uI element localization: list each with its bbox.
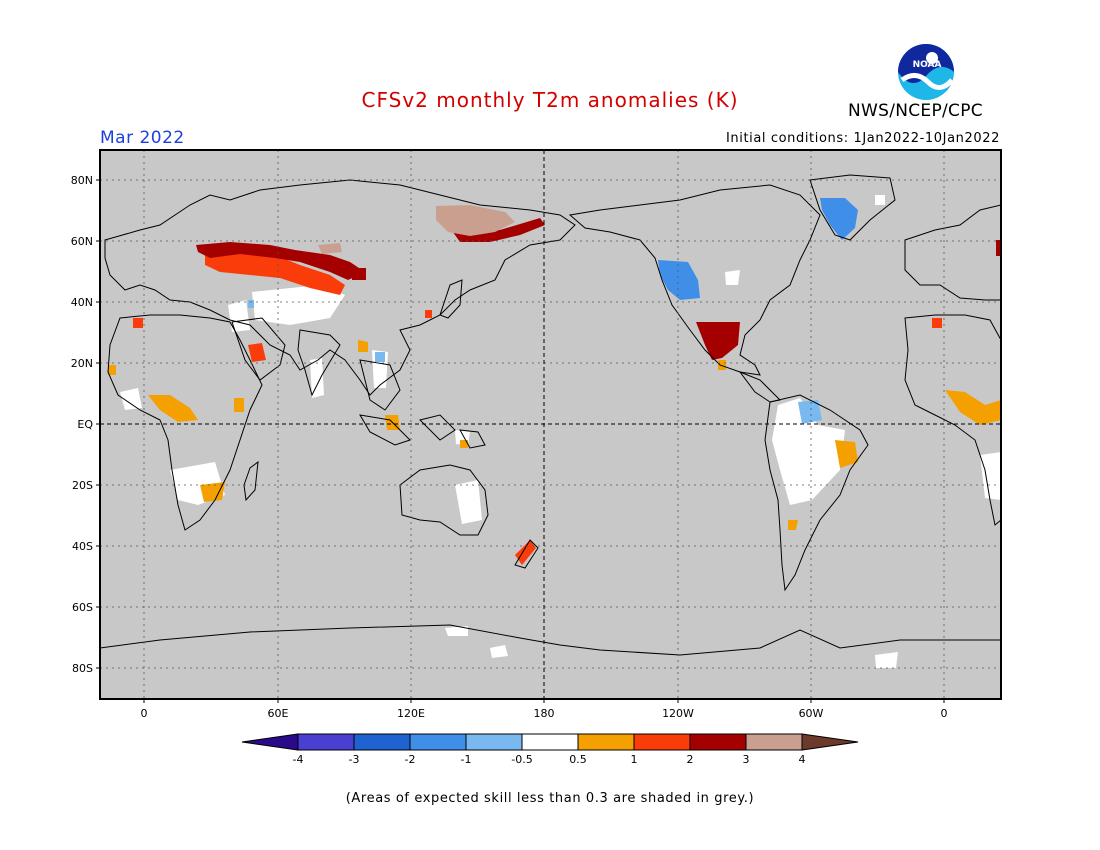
warm-anomaly-0.5-1 [108,340,1001,530]
lon-label: 120E [397,707,425,720]
cold-anomaly-1-2 [658,198,858,300]
colorbar-tick-label: -0.5 [511,753,532,766]
anomaly-map: 80N 60N 40N 20N EQ 20S 40S 60S 80S 0 60E… [71,149,1002,720]
lat-label: EQ [77,418,93,431]
colorbar-swatch [409,733,467,751]
agency-label: NWS/NCEP/CPC [848,101,983,121]
colorbar-tick-label: -4 [293,753,304,766]
lon-label: 0 [141,707,148,720]
colorbar-tick-label: 2 [687,753,694,766]
lat-label: 40S [72,540,93,553]
lat-label: 20N [71,357,93,370]
colorbar-swatch [297,733,355,751]
near-normal-areas [120,195,1001,668]
map-title: CFSv2 monthly T2m anomalies (K) [361,88,739,112]
colorbar-tick-label: -3 [349,753,360,766]
cold-anomaly-0.5-1 [248,300,822,424]
axis-ticks [96,179,945,703]
lat-label: 60N [71,235,93,248]
initial-conditions: Initial conditions: 1Jan2022-10Jan2022 [725,131,1000,146]
colorbar-arrow-high [801,733,859,751]
colorbar-tick-label: 0.5 [569,753,587,766]
colorbar: -4 -3 -2 -1 -0.5 0.5 1 2 3 4 [241,733,859,766]
colorbar-tick-label: -2 [405,753,416,766]
colorbar-tick-label: -1 [461,753,472,766]
graticule [100,150,1001,699]
lat-label: 80N [71,174,93,187]
logo-text: NOAA [913,60,942,70]
colorbar-tick-label: 1 [631,753,638,766]
lat-label: 80S [72,662,93,675]
lon-label: 60E [268,707,289,720]
lat-label: 40N [71,296,93,309]
colorbar-swatch [353,733,411,751]
lat-label: 60S [72,601,93,614]
lat-label: 20S [72,479,93,492]
colorbar-tick-label: 4 [799,753,806,766]
lon-label: 0 [941,707,948,720]
colorbar-swatch [633,733,691,751]
lon-label: 60W [799,707,824,720]
noaa-logo: NOAA [896,42,956,102]
coastlines [100,174,1001,656]
warm-anomaly-1-2 [133,250,942,565]
colorbar-swatch [577,733,635,751]
colorbar-swatch [521,733,579,751]
colorbar-swatch [689,733,747,751]
warm-anomaly-3-4 [318,205,515,254]
lon-label: 120W [662,707,694,720]
equator-dateline [100,150,1001,699]
skill-footnote: (Areas of expected skill less than 0.3 a… [345,791,755,806]
colorbar-arrow-low [241,733,299,751]
colorbar-swatch [465,733,523,751]
colorbar-tick-label: 3 [743,753,750,766]
forecast-period: Mar 2022 [100,128,185,148]
colorbar-swatch [745,733,803,751]
lon-label: 180 [534,707,555,720]
